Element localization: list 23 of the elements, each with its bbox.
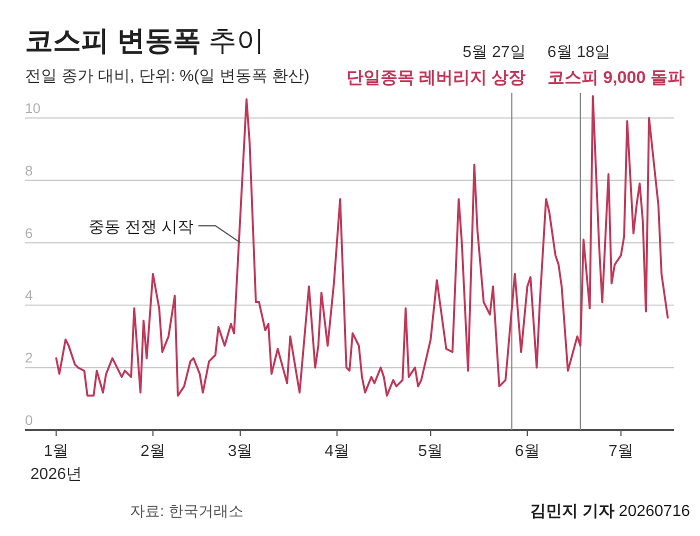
x-tick-label: 2월	[140, 443, 166, 460]
text: 단일종목 레버리지 상장	[346, 68, 526, 87]
x-tick-label: 7월	[608, 443, 634, 460]
chart-subtitle: 전일 종가 대비, 단위: %(일 변동폭 환산)	[25, 68, 310, 85]
x-tick-label: 3월	[228, 443, 253, 460]
x-tick-label: 5월	[418, 443, 444, 460]
x-tick-label: 4월	[324, 443, 350, 460]
y-tick-label: 8	[25, 162, 33, 178]
y-tick-label: 4	[25, 287, 33, 304]
annotation: 중동 전쟁 시작	[88, 218, 194, 236]
text: 코스피 9,000 돌파	[547, 68, 684, 87]
y-tick-label: 0	[25, 412, 33, 428]
ref-line-label: 6월 18일	[547, 44, 611, 61]
text: 2026년	[30, 466, 82, 483]
y-tick-label: 6	[25, 224, 33, 241]
ref-line-label: 5월 27일	[462, 44, 526, 61]
x-tick-label: 6월	[514, 443, 540, 460]
y-tick-label: 2	[25, 350, 33, 366]
text: 김민지 기자 20260716	[530, 503, 690, 520]
chart-title: 코스피 변동폭 추이	[25, 25, 265, 56]
x-tick-label: 1월	[44, 443, 69, 460]
text: 자료: 한국거래소	[130, 503, 244, 520]
y-tick-label: 10	[25, 100, 41, 116]
